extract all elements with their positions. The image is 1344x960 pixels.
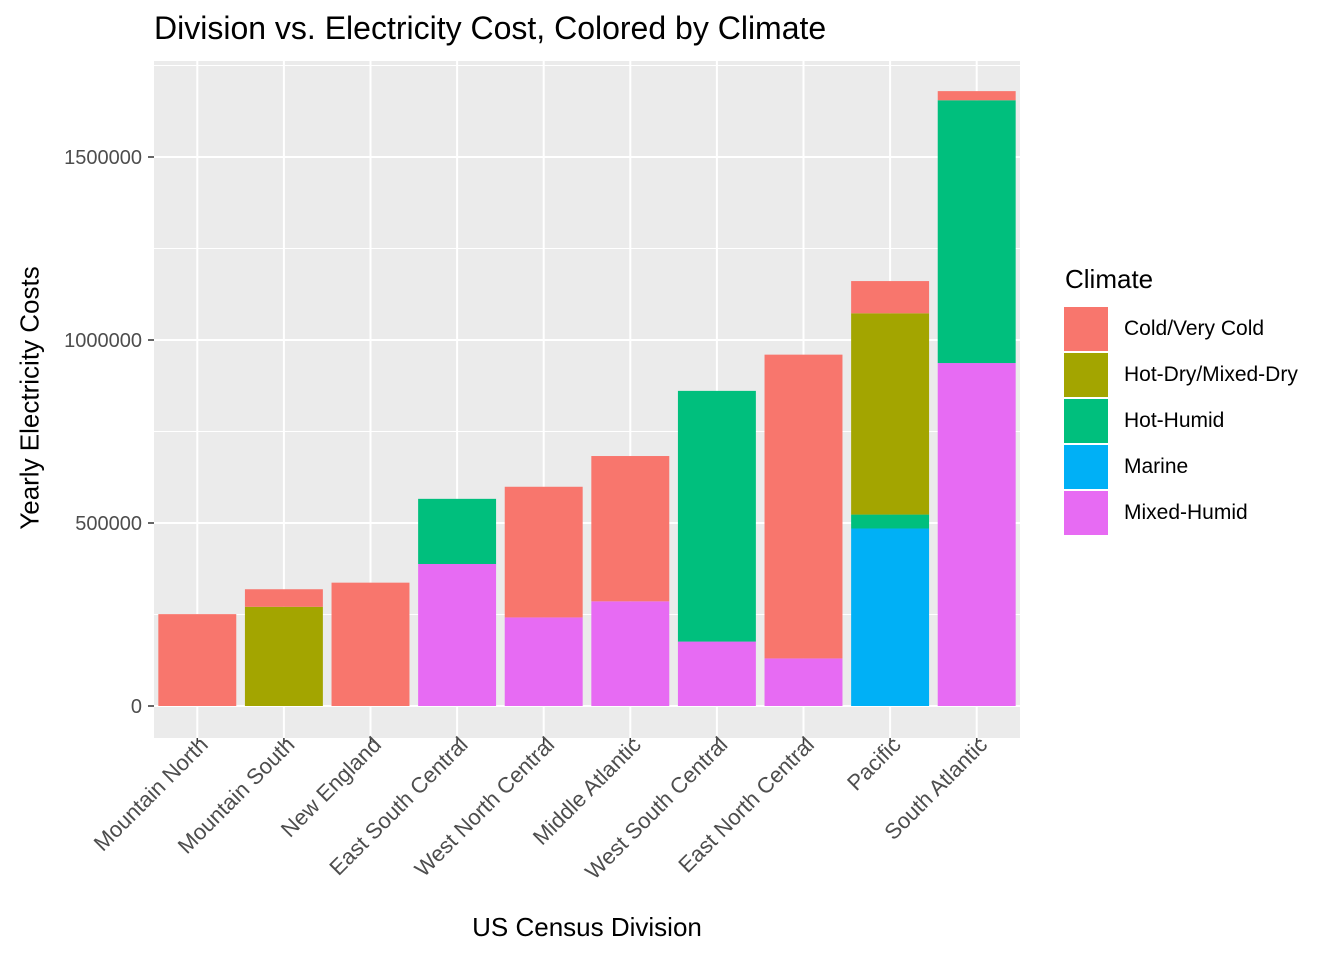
bar-segment: [504, 617, 583, 706]
bar-segment: [677, 641, 756, 706]
bar-segment: [677, 390, 756, 642]
bar-segment: [158, 614, 237, 706]
legend: Cold/Very Cold Hot-Dry/Mixed-Dry Hot-Humid…: [1064, 306, 1298, 536]
legend-item: Hot-Dry/Mixed-Dry: [1064, 352, 1298, 398]
x-tick-label: West South Central: [580, 732, 732, 884]
bar-segment: [591, 456, 670, 602]
bar-segment: [244, 606, 323, 706]
legend-label: Mixed-Humid: [1124, 501, 1248, 524]
bar-segment: [244, 589, 323, 607]
legend-title: Climate: [1065, 264, 1154, 294]
x-tick-label: Pacific: [842, 732, 905, 795]
bar-segment: [764, 658, 843, 706]
legend-key: [1064, 491, 1108, 535]
legend-label: Marine: [1124, 455, 1189, 478]
legend-item: Hot-Humid: [1064, 398, 1298, 444]
bar-segment: [764, 354, 843, 659]
legend-item: Marine: [1064, 444, 1298, 490]
bar-segment: [937, 100, 1016, 364]
bar-segment: [418, 563, 497, 706]
legend-key: [1064, 307, 1108, 351]
legend-item: Cold/Very Cold: [1064, 306, 1298, 352]
y-axis-title: Yearly Electricity Costs: [14, 266, 45, 530]
bar-segment: [851, 313, 930, 515]
x-axis-title: US Census Division: [472, 912, 702, 942]
legend-key: [1064, 399, 1108, 443]
legend-label: Hot-Dry/Mixed-Dry: [1124, 363, 1298, 386]
y-tick-label: 500000: [75, 513, 142, 535]
bar-segment: [937, 91, 1016, 101]
y-tick-label: 0: [131, 696, 142, 718]
y-tick-label: 1500000: [64, 147, 142, 169]
chart-title: Division vs. Electricity Cost, Colored b…: [154, 10, 827, 46]
legend-key: [1064, 353, 1108, 397]
bar-segment: [591, 601, 670, 706]
bar-segment: [418, 498, 497, 564]
bar-segment: [504, 486, 583, 618]
legend-item: Mixed-Humid: [1064, 490, 1298, 536]
legend-key: [1064, 445, 1108, 489]
bar-segment: [851, 528, 930, 706]
legend-label: Cold/Very Cold: [1124, 317, 1265, 340]
bar-segment: [851, 514, 930, 529]
y-tick-label: 1000000: [64, 330, 142, 352]
legend-label: Hot-Humid: [1124, 409, 1225, 432]
bar-segment: [937, 363, 1016, 706]
bar-segment: [851, 281, 930, 314]
bar-segment: [331, 582, 410, 706]
